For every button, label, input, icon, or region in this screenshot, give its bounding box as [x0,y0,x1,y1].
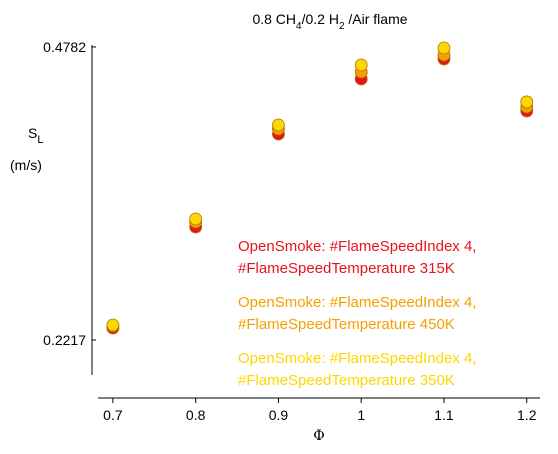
chart-title: 0.8 CH4/0.2 H2 /Air flame [252,11,407,32]
y-axis-label: SL [28,125,43,146]
x-tick-label: 1.2 [517,407,537,423]
point [437,41,451,55]
legend-entry: OpenSmoke: #FlameSpeedIndex 4, #FlameSpe… [238,238,477,277]
ylabel-part: S [28,125,37,141]
point [272,118,285,132]
point [106,318,120,332]
x-tick-label: 0.7 [103,407,123,423]
y-tick-label: 0.2217 [43,332,86,348]
point [354,58,368,72]
title-part: 0.8 CH [252,11,296,27]
x-tick-label: 0.8 [186,407,206,423]
y-axis-unit: (m/s) [10,157,42,173]
legend-entry: OpenSmoke: #FlameSpeedIndex 4, #FlameSpe… [238,294,477,333]
point [520,95,534,109]
title-part: /0.2 H [302,11,339,27]
title-sub: 4 [296,21,302,32]
y-tick-label: 0.4782 [43,39,86,55]
legend-entry: OpenSmoke: #FlameSpeedIndex 4, #FlameSpe… [238,350,477,389]
x-tick-label: 1.1 [434,407,454,423]
x-tick-label: 0.9 [269,407,289,423]
title-part: /Air flame [345,11,408,27]
ylabel-sub: L [37,134,43,146]
x-axis-label: Φ [313,428,324,444]
title-sub: 2 [339,21,345,32]
point [189,212,203,226]
x-tick-label: 1 [357,407,365,423]
